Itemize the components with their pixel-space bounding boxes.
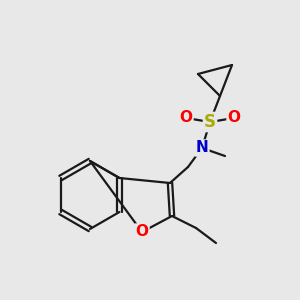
Text: N: N [196, 140, 208, 155]
Text: S: S [204, 113, 216, 131]
Text: O: O [227, 110, 241, 125]
Text: O: O [136, 224, 148, 239]
Text: O: O [179, 110, 193, 125]
